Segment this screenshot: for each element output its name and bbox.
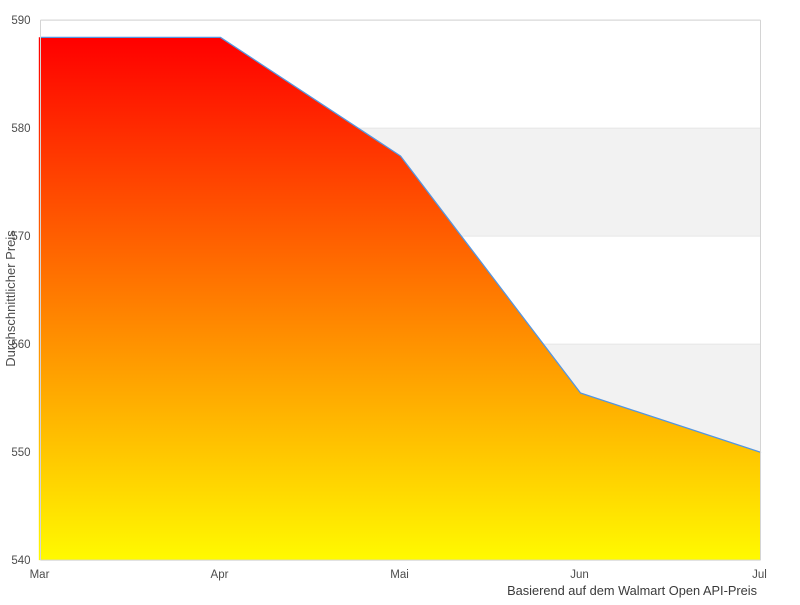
svg-text:Jul: Jul <box>752 569 767 581</box>
svg-text:Mar: Mar <box>30 569 50 581</box>
svg-text:Mai: Mai <box>390 569 409 581</box>
svg-text:590: 590 <box>11 15 30 27</box>
svg-text:540: 540 <box>11 555 30 567</box>
svg-text:570: 570 <box>11 231 30 243</box>
svg-text:Basierend auf dem Walmart Open: Basierend auf dem Walmart Open API-Preis <box>507 583 757 598</box>
svg-text:Apr: Apr <box>211 569 229 581</box>
svg-text:560: 560 <box>11 339 30 351</box>
svg-text:580: 580 <box>11 123 30 135</box>
svg-text:Durchschnittlicher Preis: Durchschnittlicher Preis <box>3 230 18 367</box>
svg-text:550: 550 <box>11 447 30 459</box>
svg-text:Jun: Jun <box>570 569 589 581</box>
